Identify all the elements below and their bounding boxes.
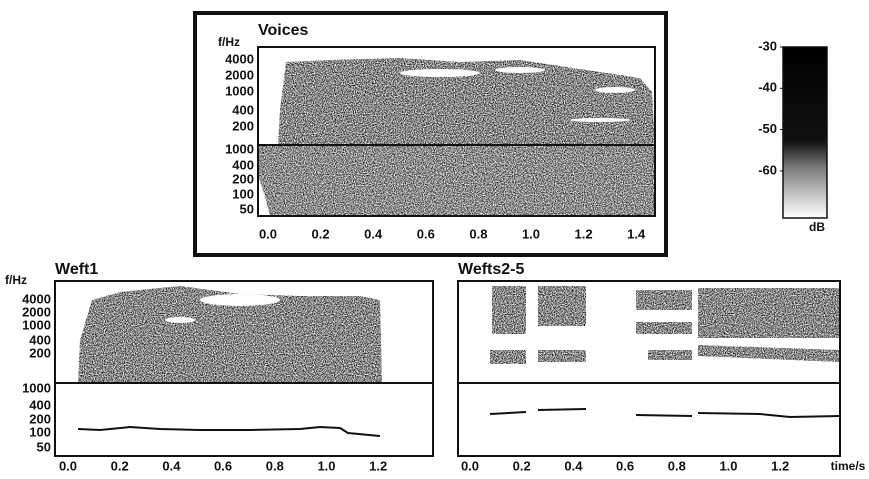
y-axis-label: f/Hz [5,273,27,287]
plot-frame [54,280,434,457]
panel-title: Voices [258,22,309,39]
x-tick-label: 0.0 [59,458,77,473]
y-tick-label: 100 [232,186,254,201]
colorbar-tick-label: -60 [758,162,777,177]
x-tick-label: 0.8 [469,226,487,241]
x-tick-label: 1.2 [575,226,593,241]
panel-title: Wefts2-5 [458,261,524,278]
spectrogram [490,286,840,364]
panel-frame [193,11,668,257]
y-tick-label: 200 [29,345,51,360]
pitch-track [77,425,381,437]
x-tick-label: 1.2 [771,458,789,473]
colorbar-tick-label: -30 [758,38,777,53]
y-tick-label: 200 [232,118,254,133]
x-tick-label: 0.8 [668,458,686,473]
plot-frame [457,280,841,457]
x-tick-label: 0.0 [259,226,277,241]
x-axis-label: time/s [831,459,866,473]
x-tick-label: 0.4 [162,458,181,473]
plot-frame [257,46,656,217]
y-tick-label: 400 [232,102,254,117]
x-tick-label: 0.2 [513,458,531,473]
x-tick-label: 0.8 [266,458,284,473]
x-tick-label: 0.4 [364,226,383,241]
y-tick-label: 400 [29,332,51,347]
x-tick-label: 1.2 [369,458,387,473]
y-tick-label: 1000 [22,380,51,395]
y-tick-label: 1000 [225,83,254,98]
y-tick-label: 2000 [225,67,254,82]
x-tick-label: 0.2 [111,458,129,473]
colorbar-tick-label: -40 [758,80,777,95]
x-tick-label: 0.6 [214,458,232,473]
colorbar-unit: dB [809,220,825,234]
y-tick-label: 4000 [22,291,51,306]
y-tick-label: 50 [240,201,254,216]
x-tick-label: 1.4 [627,226,646,241]
spectrogram [258,58,655,216]
x-tick-label: 1.0 [522,226,540,241]
x-tick-label: 0.0 [461,458,479,473]
x-tick-label: 0.4 [564,458,583,473]
x-tick-label: 0.2 [312,226,330,241]
pitch-tracks [489,408,841,419]
y-tick-label: 200 [232,171,254,186]
y-tick-label: 4000 [225,51,254,66]
colorbar-tick-label: -50 [758,121,777,136]
x-tick-label: 0.6 [417,226,435,241]
y-tick-label: 50 [37,439,51,454]
x-tick-label: 1.0 [719,458,737,473]
spectrogram-holes [258,67,635,216]
y-tick-label: 200 [29,411,51,426]
y-tick-label: 1000 [22,317,51,332]
y-tick-label: 100 [29,424,51,439]
spectrogram-holes [165,294,280,323]
panel-title: Weft1 [55,261,98,278]
y-tick-label: 2000 [22,304,51,319]
y-axis-label: f/Hz [218,35,240,49]
x-tick-label: 1.0 [317,458,335,473]
y-tick-label: 400 [232,157,254,172]
x-tick-label: 0.6 [616,458,634,473]
y-tick-label: 400 [29,397,51,412]
colorbar [782,46,828,219]
spectrogram [78,286,382,383]
y-tick-label: 1000 [225,141,254,156]
